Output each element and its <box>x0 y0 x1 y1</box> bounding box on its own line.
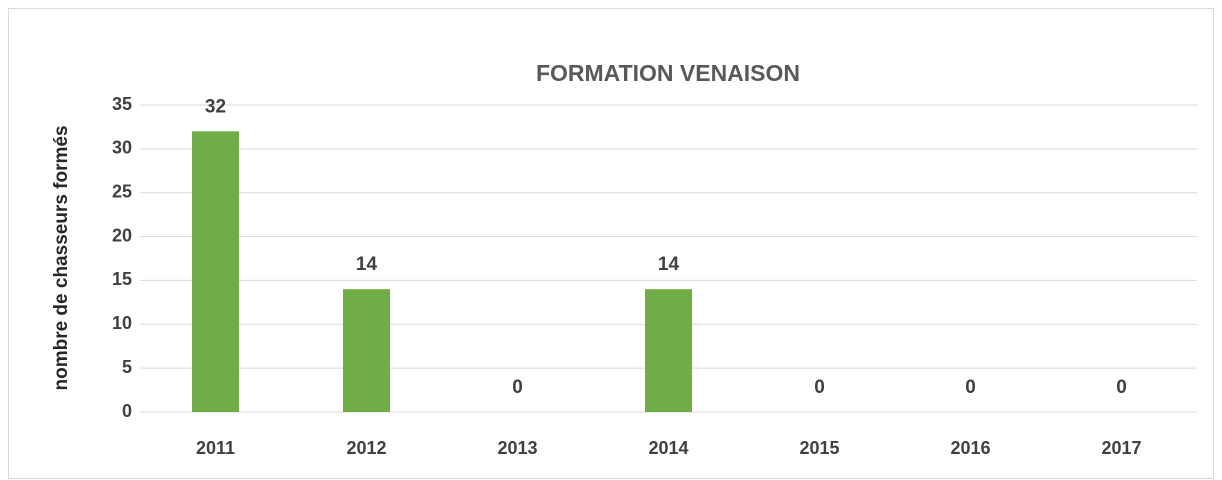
x-tick-label: 2015 <box>799 438 839 458</box>
chart-title: FORMATION VENAISON <box>536 60 800 86</box>
bar <box>192 131 239 413</box>
data-label: 0 <box>814 377 825 398</box>
bar <box>645 289 692 412</box>
bar <box>343 289 390 412</box>
data-label: 0 <box>1116 377 1127 398</box>
data-label: 0 <box>965 377 976 398</box>
data-label: 32 <box>205 96 226 117</box>
y-tick-label: 15 <box>112 269 132 289</box>
data-label: 14 <box>658 254 680 275</box>
y-tick-label: 30 <box>112 138 132 158</box>
y-tick-label: 5 <box>122 357 132 377</box>
x-tick-label: 2014 <box>648 438 688 458</box>
data-label: 0 <box>512 377 523 398</box>
x-tick-label: 2016 <box>950 438 990 458</box>
x-tick-label: 2011 <box>196 438 235 458</box>
y-tick-label: 0 <box>122 401 132 421</box>
x-tick-label: 2017 <box>1101 438 1141 458</box>
x-tick-label: 2012 <box>346 438 386 458</box>
y-axis-label: nombre de chasseurs formés <box>51 125 72 390</box>
y-tick-label: 25 <box>112 181 132 201</box>
y-tick-label: 35 <box>112 94 132 114</box>
x-tick-label: 2013 <box>497 438 537 458</box>
data-label: 14 <box>356 254 378 275</box>
y-tick-label: 20 <box>112 225 132 245</box>
y-tick-label: 10 <box>112 313 132 333</box>
